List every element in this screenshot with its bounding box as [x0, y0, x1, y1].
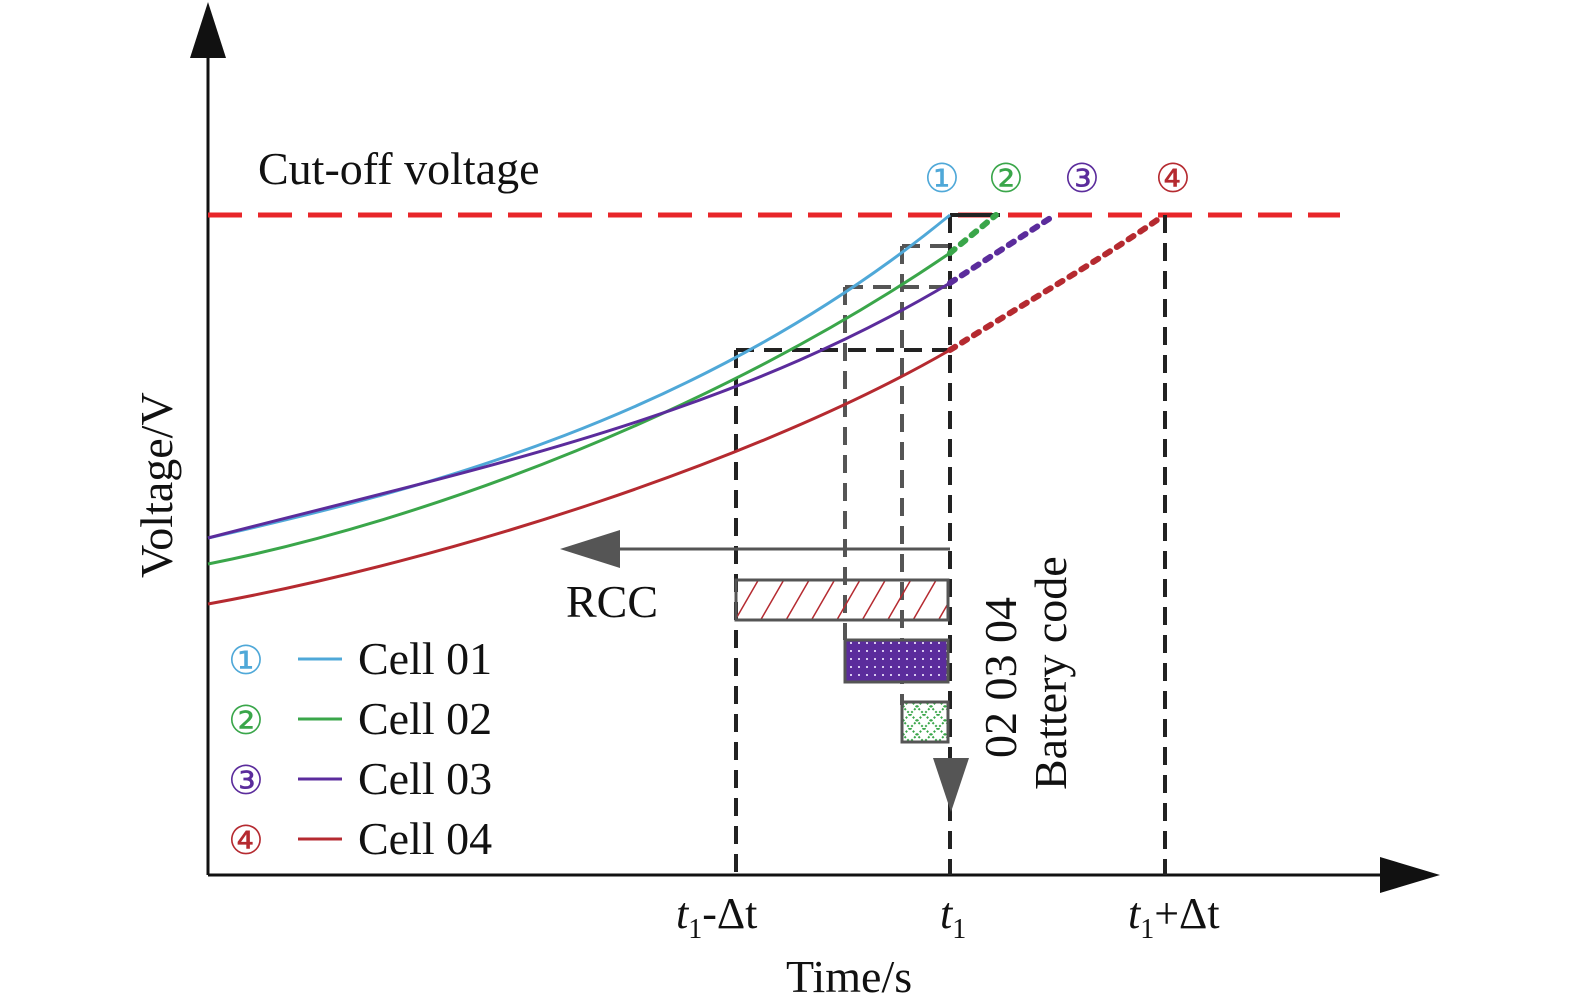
x-axis-label: Time/s	[786, 951, 912, 1002]
code-bar-03	[843, 638, 950, 684]
axes	[190, 2, 1440, 893]
tick-t1-plus-dt: t1+Δt	[1128, 889, 1220, 945]
tick-t1-plus-dt-main: t	[1128, 889, 1142, 938]
tick-t1: t1	[940, 889, 966, 945]
x-tick-labels: t1-Δt t1 t1+Δt	[676, 889, 1220, 945]
cutoff-label: Cut-off voltage	[258, 143, 539, 194]
legend-label-cell-02: Cell 02	[358, 693, 492, 744]
tick-t1-plus-dt-sub: 1	[1140, 914, 1154, 945]
tick-t1-main: t	[940, 889, 954, 938]
curve-cell-03-extension	[947, 212, 1058, 286]
legend: ① Cell 01 ② Cell 02 ③ Cell 03 ④ Cell 04	[228, 633, 492, 864]
marker-cell-03: ③	[1064, 156, 1100, 201]
y-axis-label: Voltage/V	[131, 392, 182, 578]
marker-cell-01: ①	[924, 156, 960, 201]
battery-code-labels: 02 03 04 Battery code	[975, 556, 1076, 790]
legend-item-cell-02: ② Cell 02	[228, 693, 492, 744]
legend-item-cell-04: ④ Cell 04	[228, 813, 492, 864]
curve-cell-01	[207, 213, 951, 540]
rcc-label: RCC	[566, 576, 658, 627]
legend-marker-cell-02: ②	[228, 698, 264, 743]
battery-code-title: Battery code	[1025, 556, 1076, 790]
curve-cell-02	[207, 251, 951, 566]
legend-marker-cell-03: ③	[228, 758, 264, 803]
legend-label-cell-01: Cell 01	[358, 633, 492, 684]
legend-label-cell-04: Cell 04	[358, 813, 492, 864]
battery-code-arrow-head	[933, 758, 969, 812]
rcc-arrow: RCC	[560, 530, 950, 627]
battery-code-arrow	[933, 758, 969, 812]
curve-cell-04-extension	[947, 215, 1163, 353]
curve-cell-04	[207, 348, 951, 606]
rcc-arrow-head	[560, 530, 620, 568]
tick-t1-minus-dt-sub: 1	[688, 914, 702, 945]
tick-t1-plus-dt-rest: +Δt	[1154, 889, 1219, 938]
y-axis-arrow	[190, 2, 226, 58]
code-bar-02	[900, 700, 950, 744]
marker-cell-04: ④	[1155, 156, 1191, 201]
tick-t1-minus-dt-rest: -Δt	[702, 889, 757, 938]
tick-t1-minus-dt: t1-Δt	[676, 889, 757, 945]
tick-t1-sub: 1	[952, 914, 966, 945]
curve-cell-03	[207, 281, 951, 540]
tick-t1-minus-dt-main: t	[676, 889, 690, 938]
voltage-curves	[207, 212, 1163, 606]
legend-marker-cell-04: ④	[228, 818, 264, 863]
curve-cell-02-extension	[947, 212, 999, 256]
code-bar-04	[734, 578, 950, 622]
cutoff-markers: ① ② ③ ④	[924, 156, 1191, 201]
marker-cell-02: ②	[988, 156, 1024, 201]
legend-item-cell-03: ③ Cell 03	[228, 753, 492, 804]
legend-item-cell-01: ① Cell 01	[228, 633, 492, 684]
legend-label-cell-03: Cell 03	[358, 753, 492, 804]
battery-code-values: 02 03 04	[975, 597, 1026, 758]
legend-marker-cell-01: ①	[228, 638, 264, 683]
x-axis-arrow	[1380, 857, 1440, 893]
code-bars	[734, 578, 950, 744]
